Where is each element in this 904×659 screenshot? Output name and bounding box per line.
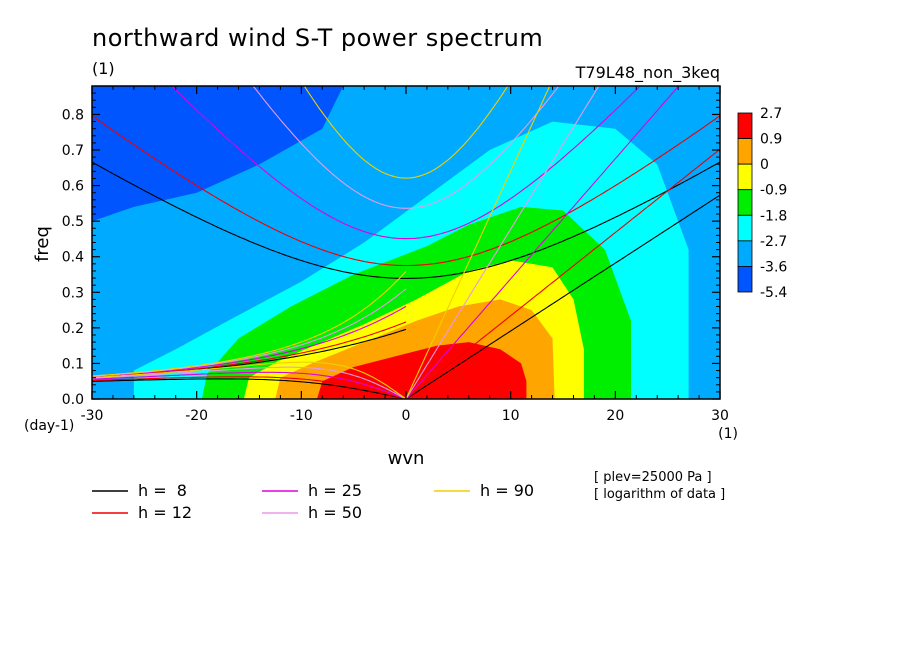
- x-tick-label: 0: [402, 408, 411, 424]
- y-tick-label: 0.0: [62, 392, 84, 408]
- colorbar-label: 0.9: [760, 132, 782, 148]
- legend-label: h = 90: [480, 481, 534, 500]
- dispersion-curve: [92, 371, 407, 399]
- y-axis-label: freq: [32, 226, 53, 262]
- colorbar-label: -2.7: [760, 234, 787, 250]
- y-tick-label: 0.2: [62, 321, 84, 337]
- colorbar-swatch: [737, 112, 753, 139]
- legend-label: h = 50: [308, 503, 362, 522]
- dispersion-curve: [303, 86, 509, 179]
- x-tick-label: 20: [606, 408, 624, 424]
- y-tick-label: 0.3: [62, 285, 84, 301]
- colorbar: 2.7 0.9 0 -0.9 -1.8 -2.7 -3.6 -5.4: [737, 106, 787, 301]
- colorbar-swatch: [737, 138, 753, 165]
- x-tick-label: -10: [290, 408, 313, 424]
- x-tick-label: 30: [711, 408, 729, 424]
- colorbar-label: -0.9: [760, 183, 787, 199]
- y-tick-label: 0.8: [62, 107, 84, 123]
- x-tick-label: -30: [81, 408, 104, 424]
- y-unit-label: (day-1): [24, 418, 74, 434]
- chart-title: northward wind S-T power spectrum: [92, 24, 543, 52]
- y-tick-label: 0.7: [62, 143, 84, 159]
- x-axis-label: wvn: [388, 448, 425, 469]
- dispersion-curve: [92, 378, 407, 399]
- curve-legend: h = 8 h = 12 h = 25 h = 50 h = 90: [92, 481, 534, 522]
- dispersion-curve: [405, 86, 551, 399]
- dispersion-curve: [92, 361, 407, 399]
- chart-subtitle-left: (1): [92, 59, 115, 78]
- y-tick-label: 0.1: [62, 356, 84, 372]
- legend-label: h = 8: [138, 481, 187, 500]
- colorbar-swatch: [737, 163, 753, 191]
- y-tick-label: 0.4: [62, 250, 84, 266]
- dispersion-curve: [405, 148, 720, 399]
- legend-label: h = 25: [308, 481, 362, 500]
- plot-area: [92, 86, 720, 399]
- annotation-log: [ logarithm of data ]: [594, 487, 725, 502]
- colorbar-swatch: [737, 189, 753, 216]
- dispersion-curve: [92, 376, 407, 399]
- dispersion-curve: [92, 161, 720, 279]
- dispersion-curve: [171, 86, 641, 240]
- colorbar-swatch: [737, 266, 753, 293]
- colorbar-swatch: [737, 214, 753, 242]
- colorbar-label: 2.7: [760, 106, 782, 122]
- spectrum-fills: [92, 86, 720, 399]
- chart-subtitle-right: T79L48_non_3keq: [575, 63, 720, 83]
- dispersion-curve: [252, 86, 560, 209]
- colorbar-label: -5.4: [760, 285, 787, 301]
- y-tick-label: 0.5: [62, 214, 84, 230]
- dispersion-curves: [92, 86, 720, 399]
- colorbar-label: -3.6: [760, 259, 787, 275]
- x-unit-label: (1): [718, 426, 738, 442]
- dispersion-curve: [405, 86, 680, 399]
- dispersion-curve: [92, 271, 407, 377]
- x-tick-label: -20: [185, 408, 208, 424]
- y-tick-label: 0.6: [62, 179, 84, 195]
- dispersion-curve: [405, 86, 600, 399]
- dispersion-curve: [405, 194, 720, 399]
- dispersion-curve: [92, 366, 407, 399]
- contour-band: [317, 342, 527, 399]
- x-axis-ticks: -30 -20 -10 0 10 20 30: [81, 86, 729, 424]
- colorbar-swatch: [737, 240, 753, 267]
- annotation-plev: [ plev=25000 Pa ]: [594, 470, 712, 485]
- dispersion-curve: [92, 115, 720, 267]
- legend-label: h = 12: [138, 503, 192, 522]
- colorbar-label: 0: [760, 157, 769, 173]
- y-axis-ticks: 0.0 0.1 0.2 0.3 0.4 0.5 0.6 0.7 0.8: [62, 92, 720, 408]
- colorbar-label: -1.8: [760, 208, 787, 224]
- x-tick-label: 10: [502, 408, 520, 424]
